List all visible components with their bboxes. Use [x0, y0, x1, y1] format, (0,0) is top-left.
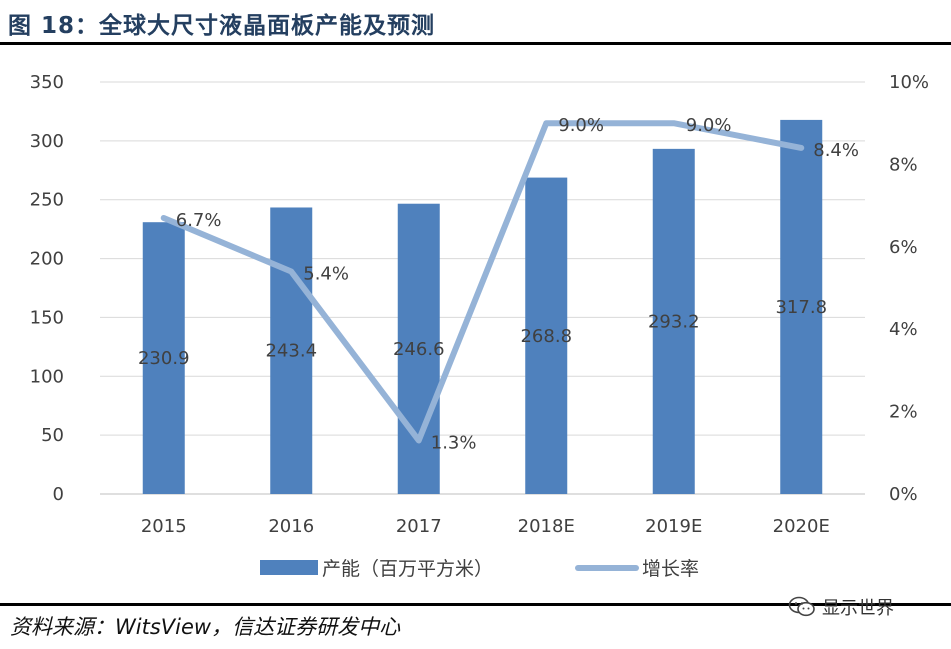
y-left-tick-label: 50 [41, 425, 64, 446]
line-point [671, 120, 677, 126]
wechat-icon [788, 596, 815, 617]
line-point [161, 215, 167, 221]
source-note: 资料来源：WitsView，信达证券研发中心 [10, 615, 401, 639]
bar-data-label: 246.6 [393, 339, 445, 360]
y-right-tick-label: 10% [889, 72, 929, 93]
y-left-tick-label: 250 [30, 190, 64, 211]
y-right-tick-label: 8% [889, 154, 918, 175]
line-data-label: 9.0% [686, 115, 732, 136]
bar [780, 119, 823, 495]
bar [397, 203, 440, 495]
legend-label-bar: 产能（百万平方米） [322, 558, 493, 580]
y-left-tick-label: 0 [53, 484, 64, 505]
line-data-label: 9.0% [558, 115, 604, 136]
y-right-tick-label: 6% [889, 237, 918, 258]
bar [525, 177, 568, 495]
legend-swatch-bar [260, 560, 318, 575]
line-point [543, 120, 549, 126]
x-tick-label: 2019E [645, 516, 702, 537]
bar [270, 207, 313, 494]
x-tick-label: 2016 [268, 516, 314, 537]
chart: 0 50 100 150 200 250 300 350 0% 2% 4% 6% 8% 10% 2015 20… [30, 72, 929, 580]
y-right-tick-label: 4% [889, 319, 918, 340]
y-left-tick-label: 350 [30, 72, 64, 93]
x-tick-label: 2020E [773, 516, 830, 537]
y-right-tick-label: 0% [889, 484, 918, 505]
bar-data-label: 293.2 [648, 311, 700, 332]
y-left-tick-label: 100 [30, 366, 64, 387]
bar-data-label: 243.4 [265, 341, 317, 362]
source-rule [0, 603, 951, 606]
line-data-label: 5.4% [303, 264, 349, 285]
x-tick-label: 2015 [141, 516, 187, 537]
y-left-tick-label: 200 [30, 249, 64, 270]
x-tick-label: 2018E [518, 516, 575, 537]
watermark-text: 显示世界 [822, 598, 894, 619]
line-data-label: 1.3% [431, 432, 477, 453]
growth-line [160, 120, 805, 444]
figure-title: 图 18：全球大尺寸液晶面板产能及预测 [8, 13, 436, 39]
bar [652, 148, 695, 495]
bar-data-label: 230.9 [138, 348, 190, 369]
line-point [416, 437, 422, 443]
bar-data-label: 317.8 [775, 297, 827, 318]
bar-data-label: 268.8 [520, 326, 572, 347]
line-point [798, 145, 804, 151]
y-left-tick-label: 300 [30, 131, 64, 152]
bar [142, 222, 185, 495]
line-data-label: 6.7% [176, 210, 222, 231]
title-rule [0, 42, 951, 45]
line-data-label: 8.4% [813, 140, 859, 161]
y-left-tick-label: 150 [30, 307, 64, 328]
line-point [288, 269, 294, 275]
watermark: 显示世界 [788, 594, 894, 620]
x-tick-label: 2017 [396, 516, 442, 537]
y-right-tick-label: 2% [889, 402, 918, 423]
legend-label-line: 增长率 [642, 558, 699, 580]
